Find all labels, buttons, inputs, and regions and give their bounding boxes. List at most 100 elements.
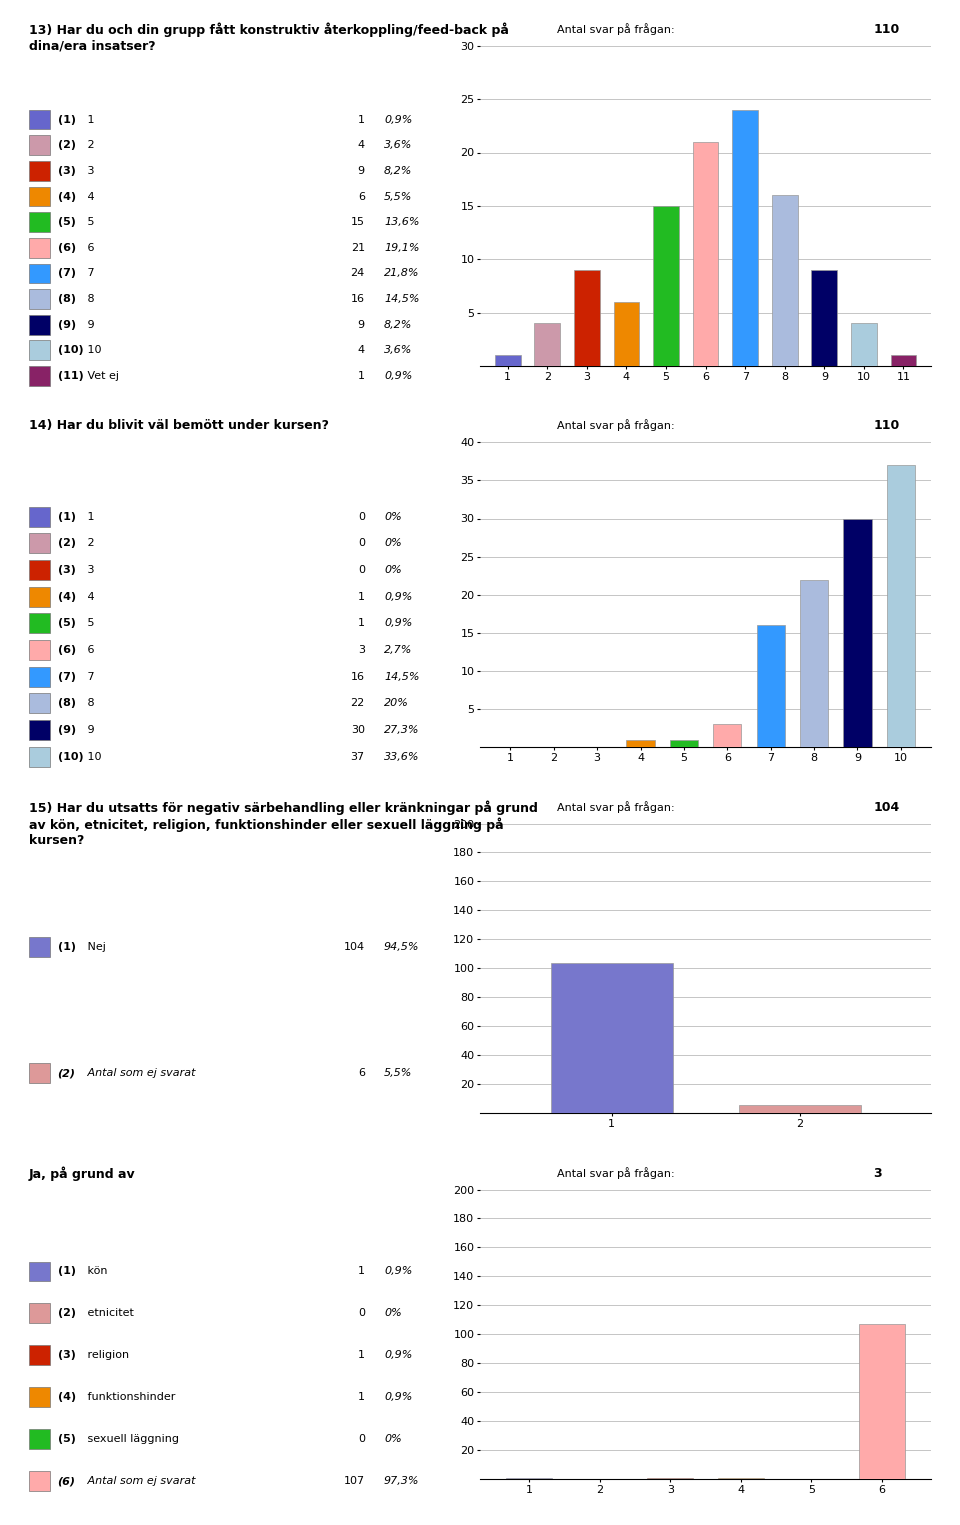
Text: 7: 7 [84, 268, 95, 279]
Text: 21: 21 [350, 242, 365, 253]
Text: (2): (2) [58, 538, 76, 549]
Text: 97,3%: 97,3% [384, 1476, 420, 1487]
Text: (10): (10) [58, 345, 84, 355]
Text: (7): (7) [58, 671, 76, 682]
Bar [811, 270, 837, 366]
Text: (5): (5) [58, 1434, 76, 1444]
Text: 104: 104 [874, 801, 900, 814]
Text: 5: 5 [84, 618, 95, 628]
Text: (4): (4) [58, 1392, 76, 1403]
Bar [670, 740, 698, 747]
Text: (3): (3) [58, 564, 76, 575]
Text: 4: 4 [358, 140, 365, 151]
Bar [713, 724, 741, 747]
Text: (6): (6) [58, 1476, 76, 1487]
Text: (6): (6) [58, 242, 76, 253]
Bar [613, 302, 639, 366]
Text: 0: 0 [358, 511, 365, 522]
Text: (1): (1) [58, 1266, 76, 1276]
Text: 9: 9 [84, 320, 95, 329]
Text: 0: 0 [358, 1434, 365, 1444]
Text: (2): (2) [58, 1308, 76, 1319]
Text: 8,2%: 8,2% [384, 166, 413, 175]
Text: 6: 6 [84, 645, 95, 656]
Text: 30: 30 [350, 724, 365, 735]
Text: (6): (6) [58, 645, 76, 656]
Text: 8: 8 [84, 698, 95, 709]
Text: 6: 6 [358, 1068, 365, 1078]
Text: 94,5%: 94,5% [384, 942, 420, 953]
Text: 1: 1 [358, 114, 365, 125]
Text: (3): (3) [58, 1350, 76, 1360]
Text: 16: 16 [350, 671, 365, 682]
Text: (4): (4) [58, 592, 76, 602]
Text: Nej: Nej [84, 942, 107, 953]
Text: 6: 6 [358, 192, 365, 201]
Text: (4): (4) [58, 192, 76, 201]
Bar [494, 355, 520, 366]
Text: kön: kön [84, 1266, 108, 1276]
Text: 0%: 0% [384, 1434, 401, 1444]
Text: (1): (1) [58, 114, 76, 125]
Text: Antal som ej svarat: Antal som ej svarat [84, 1476, 196, 1487]
Bar [693, 142, 718, 366]
Text: 19,1%: 19,1% [384, 242, 420, 253]
Text: 9: 9 [358, 320, 365, 329]
Text: sexuell läggning: sexuell läggning [84, 1434, 180, 1444]
Bar [800, 580, 828, 747]
Text: 14,5%: 14,5% [384, 671, 420, 682]
Bar [732, 110, 758, 366]
Text: Antal svar på frågan:: Antal svar på frågan: [557, 23, 675, 35]
Text: 7: 7 [84, 671, 95, 682]
Text: 3,6%: 3,6% [384, 140, 413, 151]
Text: 2: 2 [84, 140, 95, 151]
Text: 4: 4 [358, 345, 365, 355]
Text: (1): (1) [58, 511, 76, 522]
Text: Vet ej: Vet ej [84, 371, 119, 381]
Text: (1): (1) [58, 942, 76, 953]
Text: 0,9%: 0,9% [384, 592, 413, 602]
Text: 1: 1 [84, 114, 95, 125]
Text: (5): (5) [58, 618, 76, 628]
Text: 4: 4 [84, 592, 95, 602]
Text: 3: 3 [874, 1167, 882, 1180]
Text: 1: 1 [358, 1392, 365, 1403]
Text: (2): (2) [58, 140, 76, 151]
Text: 1: 1 [84, 511, 95, 522]
Text: 27,3%: 27,3% [384, 724, 420, 735]
Text: 10: 10 [84, 345, 102, 355]
Text: 10: 10 [84, 752, 102, 762]
Text: (7): (7) [58, 268, 76, 279]
Text: 0,9%: 0,9% [384, 618, 413, 628]
Bar [653, 206, 679, 366]
Text: Antal svar på frågan:: Antal svar på frågan: [557, 419, 675, 432]
Text: 2: 2 [84, 538, 95, 549]
Text: 1: 1 [358, 618, 365, 628]
Bar [843, 518, 872, 747]
Text: 1: 1 [358, 1266, 365, 1276]
Text: 1: 1 [358, 371, 365, 381]
Text: 110: 110 [874, 419, 900, 433]
Text: 9: 9 [84, 724, 95, 735]
Text: Antal svar på frågan:: Antal svar på frågan: [557, 1167, 675, 1179]
Bar [756, 625, 784, 747]
Text: (2): (2) [58, 1068, 76, 1078]
Text: 0: 0 [358, 1308, 365, 1319]
Text: etnicitet: etnicitet [84, 1308, 134, 1319]
Text: religion: religion [84, 1350, 130, 1360]
Text: 3: 3 [84, 166, 95, 175]
Text: 14,5%: 14,5% [384, 294, 420, 303]
Text: 24: 24 [350, 268, 365, 279]
Text: 3,6%: 3,6% [384, 345, 413, 355]
Text: 0%: 0% [384, 1308, 401, 1319]
Text: 104: 104 [344, 942, 365, 953]
Text: 0: 0 [358, 564, 365, 575]
Text: 13,6%: 13,6% [384, 217, 420, 227]
Text: (9): (9) [58, 724, 76, 735]
Text: 8,2%: 8,2% [384, 320, 413, 329]
Bar [738, 1104, 861, 1113]
Text: 0,9%: 0,9% [384, 1266, 413, 1276]
Text: 15) Har du utsatts för negativ särbehandling eller kränkningar på grund
av kön, : 15) Har du utsatts för negativ särbehand… [29, 801, 538, 846]
Text: 3: 3 [84, 564, 95, 575]
Bar [859, 1324, 904, 1479]
